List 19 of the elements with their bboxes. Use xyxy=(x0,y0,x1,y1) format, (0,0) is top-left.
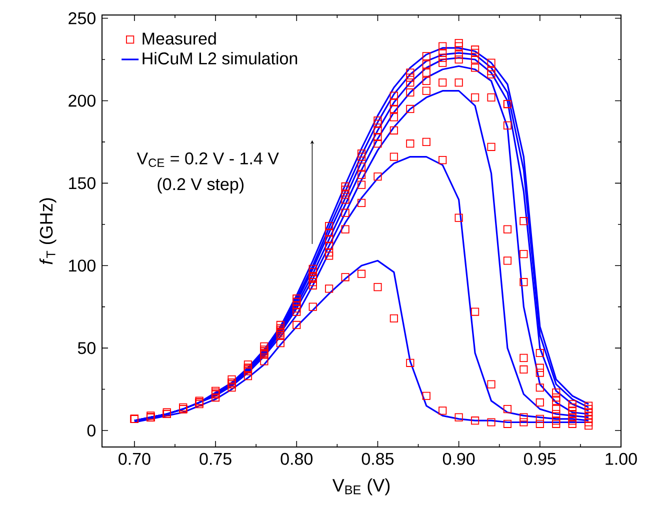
y-axis-title: f$_{T}$ (GHz) xyxy=(39,198,56,264)
y-tick-label: 50 xyxy=(78,342,96,354)
legend-label: Measured xyxy=(142,32,216,45)
legend-label: HiCuM L2 simulation xyxy=(142,52,298,64)
annotation: V$_{CE}$ = 0.2 V - 1.4 V xyxy=(136,152,279,167)
x-tick-label: 0.70 xyxy=(118,452,150,465)
y-tick-label: 200 xyxy=(68,94,96,107)
x-tick-label: 1.00 xyxy=(606,452,637,465)
x-tick-label: 0.90 xyxy=(442,452,475,465)
x-tick-label: 0.95 xyxy=(524,452,556,465)
annotation: (0.2 V step) xyxy=(158,178,244,194)
y-tick-label: 150 xyxy=(69,177,96,190)
y-tick-label: 100 xyxy=(69,260,96,272)
x-tick-label: 0.80 xyxy=(280,452,313,465)
x-tick-label: 0.85 xyxy=(362,452,394,465)
x-axis-title: V$_{BE}$ (V) xyxy=(332,478,390,496)
y-tick-label: 250 xyxy=(68,12,96,24)
x-tick-label: 0.75 xyxy=(200,452,232,465)
y-tick-label: 0 xyxy=(87,424,96,437)
